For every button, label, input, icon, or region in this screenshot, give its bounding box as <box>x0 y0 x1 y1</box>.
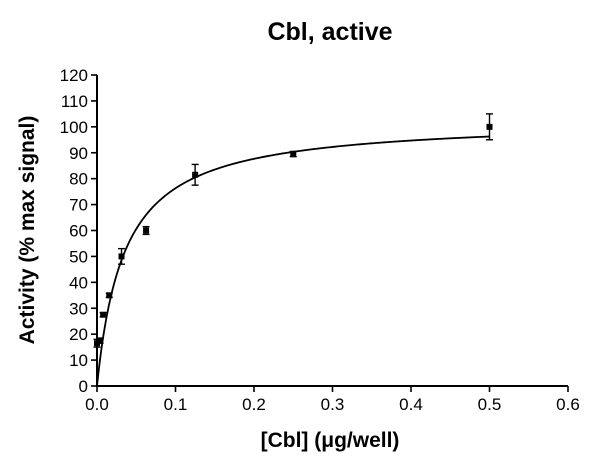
y-tick-label: 0 <box>79 377 88 396</box>
plot-area: 0 10 20 30 40 50 60 70 80 90 100 110 120 0.0 0.1 0.2 0.3… <box>60 66 580 414</box>
y-tick-label: 30 <box>69 299 88 318</box>
data-point <box>192 171 199 178</box>
y-axis-title: Activity (% max signal) <box>16 116 39 345</box>
data-point <box>143 227 150 234</box>
x-axis-title: [Cbl] (μg/well) <box>261 429 400 452</box>
x-tick-label: 0.3 <box>321 395 345 414</box>
data-point <box>118 253 125 260</box>
y-tick-label: 50 <box>69 247 88 266</box>
y-tick-label: 10 <box>69 351 88 370</box>
data-point <box>100 311 107 318</box>
y-tick-label: 70 <box>69 196 88 215</box>
fit-curve <box>96 135 490 387</box>
y-tick-label: 100 <box>60 118 88 137</box>
y-tick-label: 110 <box>61 92 88 111</box>
x-tick-label: 0.1 <box>164 395 188 414</box>
x-tick-label: 0.5 <box>478 395 502 414</box>
y-tick-label: 60 <box>69 222 88 241</box>
x-tick-label: 0.6 <box>556 395 580 414</box>
data-point <box>97 337 104 344</box>
data-point <box>106 292 113 299</box>
y-tick-label: 80 <box>69 170 88 189</box>
data-point <box>486 123 493 130</box>
y-tick-label: 120 <box>60 66 88 85</box>
y-tick-label: 40 <box>69 273 88 292</box>
x-tick-label: 0.4 <box>399 395 423 414</box>
chart-title: Cbl, active <box>267 18 392 46</box>
x-tick-label: 0.2 <box>242 395 266 414</box>
y-tick-label: 90 <box>69 144 88 163</box>
x-tick-label: 0.0 <box>85 395 109 414</box>
y-tick-label: 20 <box>69 325 88 344</box>
data-point <box>290 151 297 158</box>
